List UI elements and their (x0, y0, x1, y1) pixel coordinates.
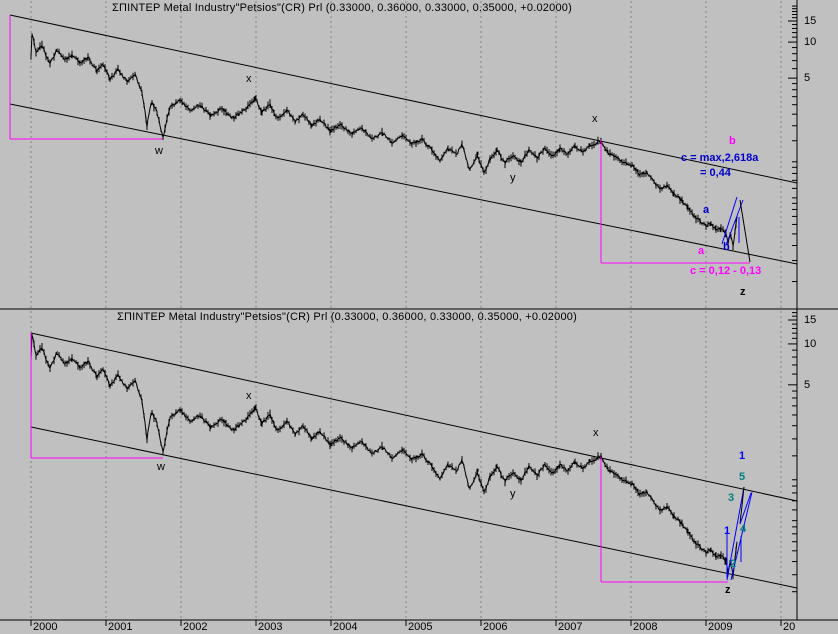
wave-label: 4 (740, 523, 747, 535)
wave-label: 3 (728, 492, 735, 504)
x-axis-label: 2005 (408, 621, 433, 633)
y-axis-label: 15 (804, 15, 817, 27)
wave-label: w (157, 461, 165, 473)
x-axis-label: 2006 (483, 621, 508, 633)
x-axis-label: 20 (783, 621, 796, 633)
trendline (30, 426, 798, 589)
trendline (30, 332, 798, 502)
wave-label: x (246, 390, 252, 402)
trendline (9, 103, 798, 265)
trendline (739, 199, 751, 263)
annotation-text: c = 0,12 - 0,13 (690, 265, 762, 277)
wave-label: z (725, 584, 731, 596)
wave-label: y (510, 488, 516, 500)
x-axis-label: 2002 (183, 621, 208, 633)
wave-label: a (698, 245, 705, 257)
price-bars (30, 33, 737, 251)
x-axis-label: 2001 (108, 621, 133, 633)
x-axis-label: 2003 (258, 621, 283, 633)
blue-wave-line (725, 199, 744, 246)
annotation-text: c = max,2,618a (681, 152, 759, 164)
y-axis-label: 10 (804, 337, 817, 350)
blue-wave-line (726, 486, 745, 581)
wave-label: x (592, 113, 598, 125)
wave-label: x (246, 73, 252, 85)
y-axis-label: 10 (804, 36, 817, 49)
chart-title-bottom: ΣΠΙΝΤΕΡ Metal Industry"Petsios"(CR) Prl … (117, 311, 577, 323)
wave-label: b (729, 135, 736, 147)
wave-label: a (703, 204, 710, 216)
blue-wave-line (721, 196, 738, 245)
x-axis-label: 2009 (708, 621, 733, 633)
blue-wave-line (739, 492, 752, 525)
y-axis-label: 5 (804, 378, 811, 391)
x-axis-label: 2004 (333, 621, 358, 633)
annotation-text: = 0,44 (700, 167, 731, 179)
x-axis-label: 2000 (33, 621, 58, 633)
wave-label: 1 (739, 450, 746, 462)
x-axis-label: 2008 (633, 621, 658, 633)
y-axis-label: 5 (804, 72, 811, 85)
y-axis-label: 15 (804, 314, 817, 326)
price-bars (30, 333, 737, 580)
wave-label: w (155, 145, 163, 157)
wave-label: 2 (730, 558, 737, 570)
x-axis-label: 2007 (558, 621, 583, 633)
wave-label: 1 (724, 525, 731, 537)
trendline (739, 486, 745, 525)
wave-label: y (510, 172, 516, 184)
wave-label: z (740, 286, 746, 298)
wave-label: 5 (739, 471, 746, 483)
trendline (9, 14, 798, 184)
wave-label: x (593, 427, 599, 439)
wave-label: b (723, 241, 730, 253)
chart-title-top: ΣΠΙΝΤΕΡ Metal Industry"Petsios"(CR) Prl … (112, 2, 572, 14)
